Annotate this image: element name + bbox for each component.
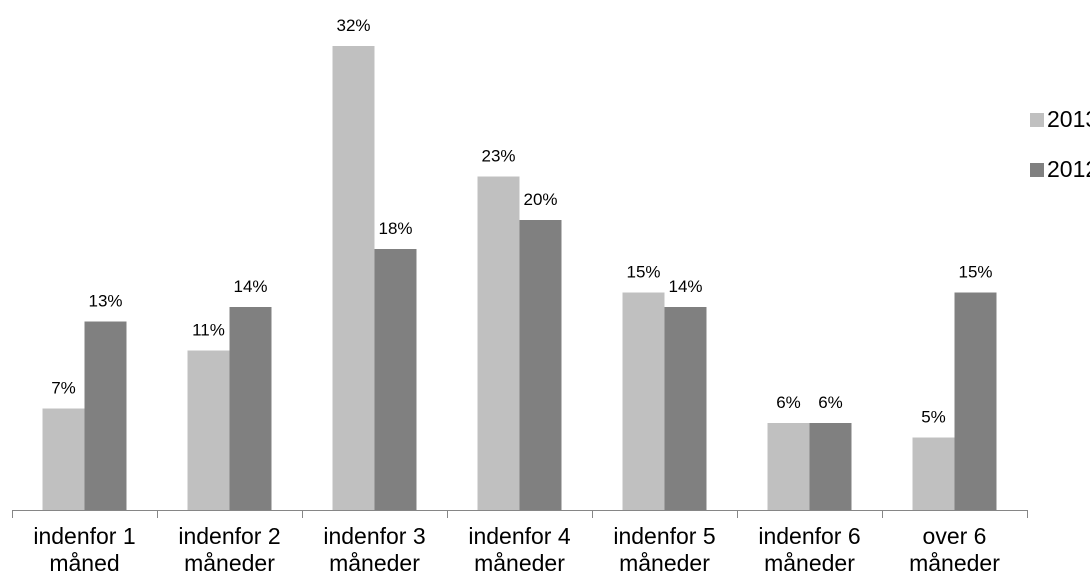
data-label-2012: 14% — [233, 277, 267, 296]
category-label: indenfor 4 — [468, 523, 571, 549]
bar-2012 — [229, 307, 272, 510]
legend-swatch-2013 — [1030, 113, 1044, 127]
category-label: måneder — [474, 550, 565, 576]
legend-swatch-2012 — [1030, 163, 1044, 177]
category-label: indenfor 5 — [613, 523, 715, 549]
bar-2013 — [912, 437, 955, 510]
data-label-2013: 5% — [921, 408, 946, 427]
category-label: over 6 — [923, 523, 987, 549]
data-labels-layer: 7% 13% 11% 14% 32% 18% 23% 20% 15% 14% 6% 6% 5% 15% — [51, 16, 992, 427]
bar-2013 — [622, 292, 665, 510]
data-label-2013: 7% — [51, 379, 76, 398]
data-label-2013: 15% — [626, 263, 660, 282]
bar-2012 — [519, 220, 562, 510]
bar-2013 — [477, 176, 520, 510]
data-label-2013: 6% — [776, 393, 801, 412]
data-label-2012: 6% — [818, 393, 843, 412]
bar-2013 — [767, 423, 810, 510]
data-label-2012: 15% — [958, 263, 992, 282]
bar-2012 — [664, 307, 707, 510]
category-label: måned — [49, 550, 119, 576]
data-label-2012: 14% — [668, 277, 702, 296]
bars-layer — [42, 46, 997, 510]
category-label: måneder — [619, 550, 710, 576]
bar-2013 — [42, 408, 85, 510]
bar-2013 — [332, 46, 375, 510]
bar-2013 — [187, 350, 230, 510]
data-label-2013: 32% — [336, 16, 370, 35]
data-label-2012: 18% — [378, 219, 412, 238]
category-label: måneder — [764, 550, 855, 576]
bar-2012 — [374, 249, 417, 510]
category-label: måneder — [909, 550, 1000, 576]
bar-2012 — [84, 321, 127, 510]
bar-2012 — [809, 423, 852, 510]
category-label: indenfor 6 — [758, 523, 860, 549]
legend-label-2013: 2013 — [1047, 106, 1090, 132]
category-label: måneder — [329, 550, 420, 576]
category-label: indenfor 1 — [33, 523, 135, 549]
data-label-2012: 20% — [523, 190, 557, 209]
category-label: måneder — [184, 550, 275, 576]
data-label-2012: 13% — [88, 292, 122, 311]
category-label: indenfor 3 — [323, 523, 425, 549]
bar-2012 — [954, 292, 997, 510]
data-label-2013: 11% — [192, 321, 225, 340]
category-label: indenfor 2 — [178, 523, 280, 549]
data-label-2013: 23% — [481, 147, 515, 166]
x-axis — [12, 510, 1028, 518]
